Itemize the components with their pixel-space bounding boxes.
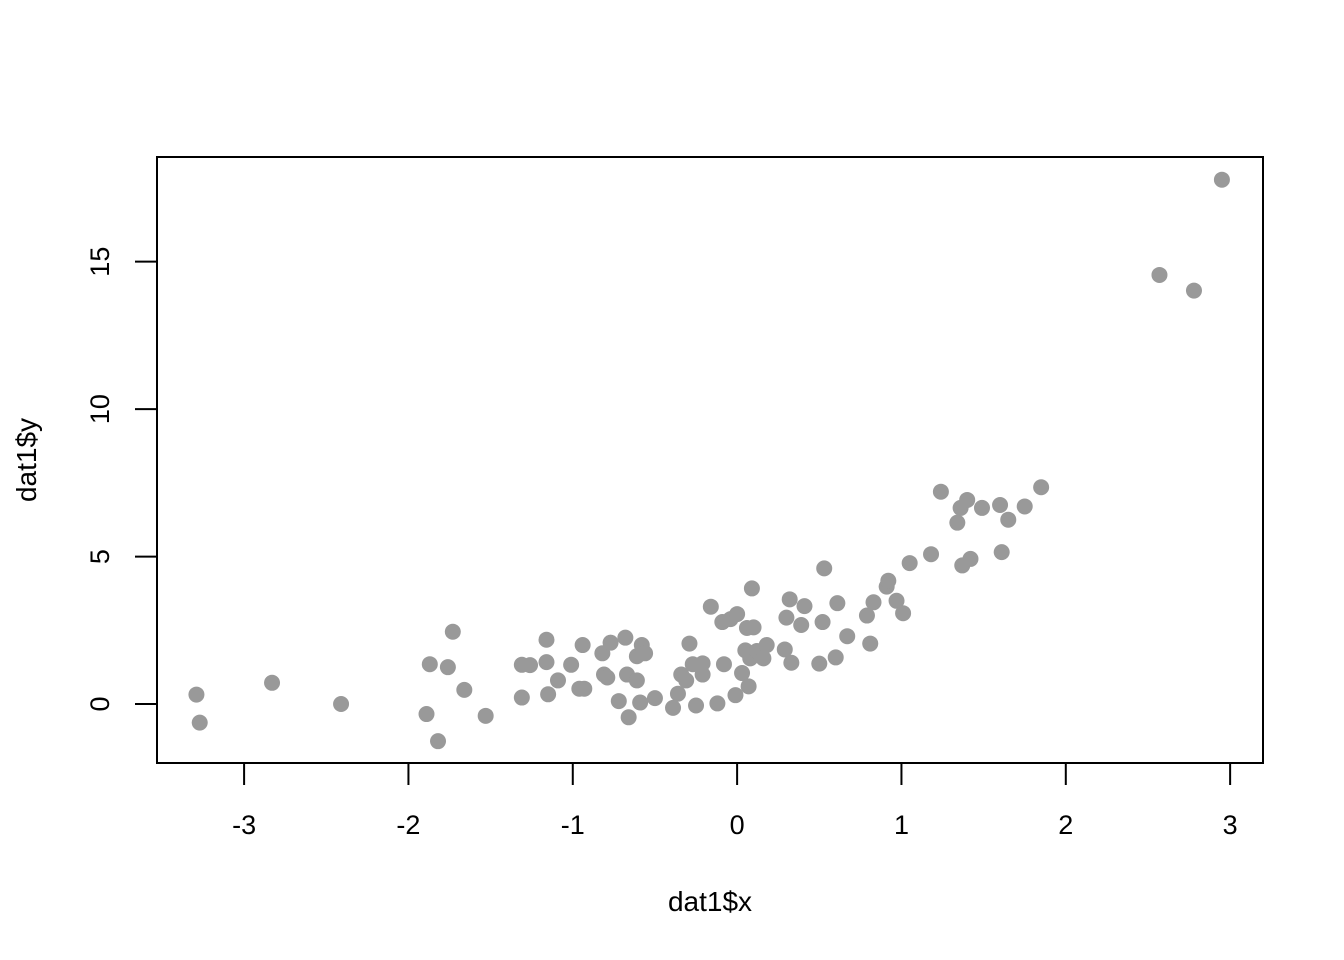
data-point: [1000, 511, 1017, 528]
data-point: [923, 546, 940, 563]
data-point: [858, 607, 875, 624]
data-point: [477, 707, 494, 724]
x-tick-label: -2: [396, 810, 420, 840]
data-point: [333, 696, 350, 713]
data-point: [522, 657, 539, 674]
data-point: [439, 659, 456, 676]
data-point: [563, 656, 580, 673]
y-axis-label: dat1$y: [11, 418, 42, 502]
data-point: [839, 628, 856, 645]
data-point: [637, 645, 654, 662]
data-point: [574, 637, 591, 654]
data-point: [781, 591, 798, 608]
data-point: [617, 629, 634, 646]
data-point: [191, 714, 208, 731]
data-point: [538, 631, 555, 648]
data-point: [576, 680, 593, 697]
data-point: [709, 695, 726, 712]
data-point: [665, 699, 682, 716]
data-point: [755, 650, 772, 667]
data-point: [888, 592, 905, 609]
data-point: [727, 687, 744, 704]
data-point: [599, 669, 616, 686]
data-point: [540, 686, 557, 703]
data-point: [264, 674, 281, 691]
data-point: [734, 665, 751, 682]
data-point: [973, 499, 990, 516]
data-point: [188, 686, 205, 703]
data-point: [1033, 479, 1050, 496]
data-point: [620, 709, 637, 726]
data-point: [421, 656, 438, 673]
x-axis-label: dat1$x: [668, 886, 752, 917]
data-point: [778, 609, 795, 626]
data-point: [783, 654, 800, 671]
data-point: [646, 690, 663, 707]
data-point: [694, 655, 711, 672]
data-point: [992, 496, 1009, 513]
data-point: [932, 483, 949, 500]
data-point: [702, 598, 719, 615]
x-tick-label: 2: [1058, 810, 1073, 840]
data-point: [880, 572, 897, 589]
data-point: [678, 672, 695, 689]
data-point: [669, 685, 686, 702]
data-point: [793, 616, 810, 633]
data-point: [862, 635, 879, 652]
data-point: [632, 694, 649, 711]
data-point: [816, 560, 833, 577]
data-point: [1185, 282, 1202, 299]
data-point: [1016, 498, 1033, 515]
data-point: [901, 555, 918, 572]
data-point: [743, 580, 760, 597]
data-points: [188, 171, 1230, 750]
data-point: [430, 733, 447, 750]
data-point: [729, 606, 746, 623]
x-tick-label: -1: [561, 810, 585, 840]
data-point: [681, 635, 698, 652]
data-point: [694, 666, 711, 683]
data-point: [993, 544, 1010, 561]
data-point: [688, 697, 705, 714]
x-tick-label: 3: [1223, 810, 1238, 840]
data-point: [602, 634, 619, 651]
data-point: [827, 649, 844, 666]
x-tick-label: 1: [894, 810, 909, 840]
data-point: [814, 614, 831, 631]
data-point: [796, 598, 813, 615]
data-point: [513, 689, 530, 706]
data-point: [628, 672, 645, 689]
data-point: [811, 655, 828, 672]
data-point: [776, 641, 793, 658]
x-axis: -3 -2 -1 0 1 2 3: [232, 762, 1238, 840]
data-point: [962, 550, 979, 567]
y-tick-label: 10: [85, 394, 115, 424]
data-point: [745, 619, 762, 636]
data-point: [549, 672, 566, 689]
data-point: [418, 706, 435, 723]
data-point: [949, 514, 966, 531]
data-point: [1213, 171, 1230, 188]
data-point: [740, 678, 757, 695]
data-point: [715, 656, 732, 673]
data-point: [456, 681, 473, 698]
data-point: [959, 491, 976, 508]
y-tick-label: 5: [85, 549, 115, 564]
data-point: [758, 637, 775, 654]
data-point: [1151, 266, 1168, 283]
y-tick-label: 15: [85, 247, 115, 277]
data-point: [895, 605, 912, 622]
x-tick-label: 0: [730, 810, 745, 840]
data-point: [829, 595, 846, 612]
data-point: [444, 623, 461, 640]
data-point: [610, 693, 627, 710]
data-point: [865, 594, 882, 611]
y-tick-label: 0: [85, 697, 115, 712]
data-point: [538, 654, 555, 671]
x-tick-label: -3: [232, 810, 256, 840]
y-axis: 0 5 10 15: [85, 247, 158, 712]
